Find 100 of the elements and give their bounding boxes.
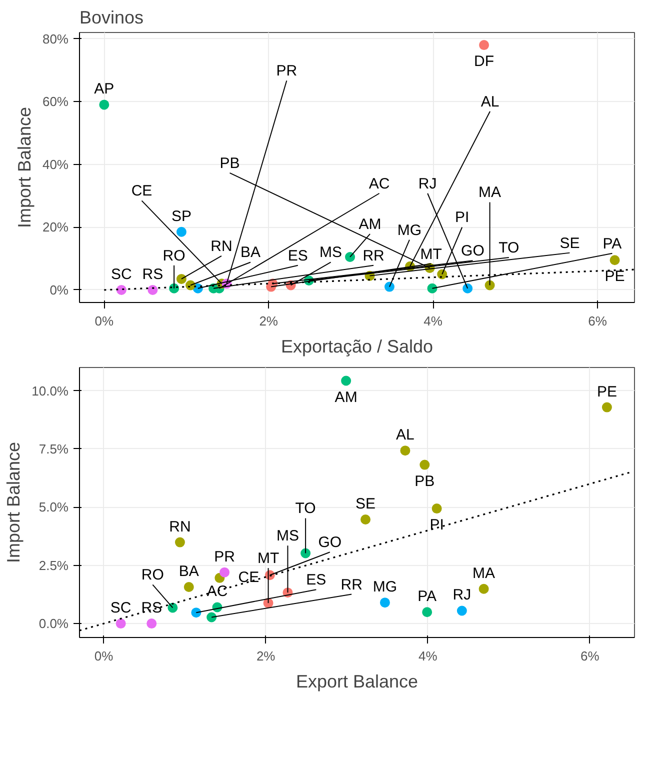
point xyxy=(176,226,186,237)
chart-title: Bovinos xyxy=(80,8,144,28)
annotation: MT xyxy=(257,550,280,568)
point xyxy=(479,40,490,50)
point xyxy=(184,582,194,592)
annotation: SC xyxy=(111,266,132,283)
annotation: MG xyxy=(397,222,422,239)
annotation: CE xyxy=(238,568,260,586)
x-axis-title: Exportação / Saldo xyxy=(280,336,434,356)
annotation: PE xyxy=(604,268,625,286)
y-tick-label: 60% xyxy=(42,94,69,110)
y-axis-title: Import Balance xyxy=(14,106,34,228)
annotation: GO xyxy=(318,534,342,552)
annotation: PE xyxy=(596,383,617,400)
annotation: RR xyxy=(362,247,385,264)
annotation: PA xyxy=(418,588,437,606)
annotation: ES xyxy=(288,247,308,264)
annotation: TO xyxy=(295,500,316,518)
point xyxy=(345,252,356,262)
x-tick-label: 2% xyxy=(259,314,278,328)
point xyxy=(191,608,202,618)
point xyxy=(341,376,352,386)
x-tick-label: 4% xyxy=(424,314,443,328)
point xyxy=(360,514,371,524)
annotation: RJ xyxy=(452,586,472,604)
point xyxy=(462,283,473,294)
y-tick-label: 20% xyxy=(42,220,69,235)
point xyxy=(174,537,185,548)
point xyxy=(99,100,110,110)
y-tick-label: 0% xyxy=(50,282,69,298)
annotation: DF xyxy=(474,53,494,70)
annotation: PI xyxy=(430,516,444,534)
annotation: CE xyxy=(131,182,152,200)
y-tick-label: 7.5% xyxy=(38,441,69,456)
point xyxy=(116,284,126,295)
annotation: TO xyxy=(498,240,520,257)
annotation: MA xyxy=(478,184,502,202)
x-tick-label: 6% xyxy=(588,314,608,328)
annotation: SP xyxy=(171,208,192,225)
annotation: AC xyxy=(206,583,228,600)
annotation: BA xyxy=(240,244,261,262)
y-tick-label: 10.0% xyxy=(32,383,69,398)
point xyxy=(478,584,489,594)
annotation: ES xyxy=(306,572,326,589)
annotation: PB xyxy=(414,472,435,490)
annotation: PR xyxy=(214,548,236,566)
annotation: AM xyxy=(334,388,358,406)
y-axis-title: Import Balance xyxy=(4,442,24,564)
annotation: RO xyxy=(141,566,164,584)
annotation: AL xyxy=(396,426,414,444)
point xyxy=(380,598,390,608)
y-tick-label: 40% xyxy=(42,156,69,172)
annotation: PR xyxy=(276,62,298,80)
point xyxy=(422,607,432,618)
point xyxy=(300,548,311,558)
annotation: AM xyxy=(358,216,382,233)
annotation: MT xyxy=(420,246,442,263)
annotation: PB xyxy=(220,154,240,172)
annotation: BA xyxy=(178,562,199,580)
y-tick-label: 0.0% xyxy=(38,616,69,632)
point xyxy=(602,402,612,412)
x-tick-label: 4% xyxy=(418,648,438,664)
annotation: PI xyxy=(455,209,470,226)
annotation: AL xyxy=(480,93,500,110)
annotation: RO xyxy=(162,247,186,264)
annotation: GO xyxy=(461,242,484,260)
point xyxy=(427,283,438,294)
annotation: RR xyxy=(340,576,363,594)
annotation: RN xyxy=(210,238,232,255)
point xyxy=(206,612,217,622)
annotation: RN xyxy=(169,518,191,536)
y-tick-label: 80% xyxy=(42,31,69,46)
point xyxy=(148,284,158,295)
point xyxy=(484,280,495,290)
x-tick-label: 0% xyxy=(94,648,114,664)
annotation: SE xyxy=(356,495,376,512)
annotation: AC xyxy=(368,175,390,192)
annotation: AP xyxy=(94,80,114,98)
point xyxy=(610,255,620,266)
x-tick-label: 2% xyxy=(256,648,276,664)
x-tick-label: 6% xyxy=(580,648,600,664)
annotation: RJ xyxy=(418,175,437,192)
annotation: MA xyxy=(472,564,496,582)
annotation: SE xyxy=(560,234,580,252)
point xyxy=(400,446,410,456)
annotation: MS xyxy=(320,244,342,262)
annotation: RS xyxy=(142,266,164,283)
y-tick-label: 5.0% xyxy=(38,500,69,515)
annotation: SC xyxy=(110,600,132,617)
y-tick-label: 2.5% xyxy=(38,558,69,573)
annotation: PA xyxy=(602,235,622,252)
point xyxy=(432,504,442,514)
point xyxy=(116,618,126,629)
annotation: RS xyxy=(141,600,162,617)
annotation: MG xyxy=(372,578,398,596)
point xyxy=(420,460,430,470)
point xyxy=(146,618,157,629)
point xyxy=(456,606,467,616)
point xyxy=(176,274,186,284)
annotation: MS xyxy=(276,528,299,545)
